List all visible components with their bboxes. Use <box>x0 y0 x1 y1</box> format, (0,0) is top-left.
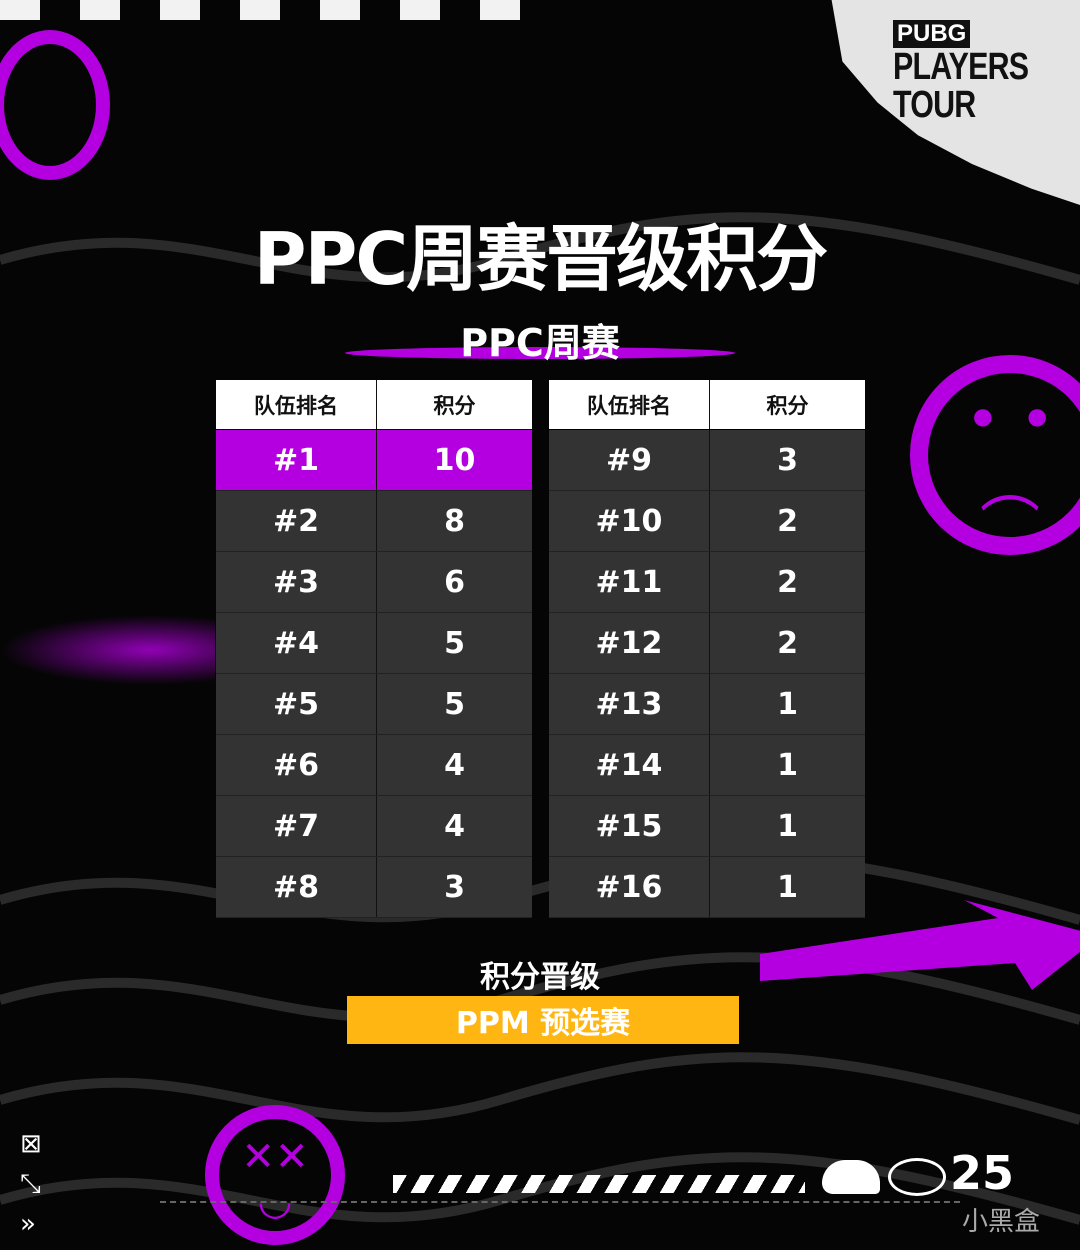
expand-icon: ⤡ <box>20 1169 41 1199</box>
page-title: PPC周赛晋级积分 <box>253 217 828 301</box>
points-cell: 2 <box>710 613 865 673</box>
points-cell: 5 <box>377 674 532 734</box>
globe-icon <box>888 1158 946 1196</box>
rank-cell: #2 <box>216 491 377 551</box>
rank-cell: #8 <box>216 857 377 917</box>
standings-table-left: 队伍排名 积分 #1 10 #2 8 #3 6 #4 5 #5 5 #6 4 #7 4 #8 3 <box>216 380 532 918</box>
rank-cell: #5 <box>216 674 377 734</box>
rank-cell: #3 <box>216 552 377 612</box>
hazard-stripes <box>393 1175 805 1193</box>
table-row: #4 5 <box>216 613 532 674</box>
rank-cell: #15 <box>549 796 710 856</box>
watermark: 小黑盒 <box>962 1207 1041 1237</box>
rank-cell: #9 <box>549 430 710 490</box>
box-x-icon: ⊠ <box>20 1129 42 1159</box>
table-row: #1 10 <box>216 430 532 491</box>
rank-cell: #7 <box>216 796 377 856</box>
rank-cell: #6 <box>216 735 377 795</box>
rank-cell: #10 <box>549 491 710 551</box>
corner-icons: ⊠ ⤡ » <box>20 1124 42 1244</box>
table-row: #10 2 <box>549 491 865 552</box>
header-points: 积分 <box>377 380 532 429</box>
points-cell: 1 <box>710 857 865 917</box>
rank-cell: #16 <box>549 857 710 917</box>
points-cell: 6 <box>377 552 532 612</box>
year-number: 25 <box>950 1146 1015 1200</box>
rank-cell: #4 <box>216 613 377 673</box>
checker-strip <box>0 0 550 20</box>
table-row: #7 4 <box>216 796 532 857</box>
header-rank: 队伍排名 <box>549 380 710 429</box>
dizzy-smile-graffiti-icon: ✕✕ ◡ <box>205 1105 345 1245</box>
table-row: #14 1 <box>549 735 865 796</box>
standings-table-right: 队伍排名 积分 #9 3 #10 2 #11 2 #12 2 #13 1 #14 1 #15 1 #16 1 <box>549 380 865 918</box>
rank-cell: #13 <box>549 674 710 734</box>
rank-cell: #12 <box>549 613 710 673</box>
table-row: #6 4 <box>216 735 532 796</box>
table-row: #16 1 <box>549 857 865 918</box>
table-row: #3 6 <box>216 552 532 613</box>
rank-cell: #1 <box>216 430 377 490</box>
points-cell: 1 <box>710 674 865 734</box>
subtitle: PPC周赛 <box>460 321 620 365</box>
table-row: #5 5 <box>216 674 532 735</box>
helmet-icon <box>822 1160 880 1194</box>
dashed-line <box>160 1201 960 1203</box>
pubg-players-tour-logo: PUBG PLAYERS TOUR <box>893 20 1062 124</box>
points-cell: 3 <box>710 430 865 490</box>
points-cell: 5 <box>377 613 532 673</box>
points-cell: 4 <box>377 796 532 856</box>
table-row: #15 1 <box>549 796 865 857</box>
table-row: #9 3 <box>549 430 865 491</box>
table-row: #12 2 <box>549 613 865 674</box>
table-header: 队伍排名 积分 <box>216 380 532 430</box>
points-cell: 3 <box>377 857 532 917</box>
header-rank: 队伍排名 <box>216 380 377 429</box>
promotion-target-badge: PPM 预选赛 <box>347 996 739 1044</box>
points-cell: 2 <box>710 552 865 612</box>
rank-cell: #11 <box>549 552 710 612</box>
logo-tour: TOUR <box>893 84 976 126</box>
table-header: 队伍排名 积分 <box>549 380 865 430</box>
logo-players: PLAYERS <box>893 46 1029 88</box>
promotion-label: 积分晋级 <box>480 960 600 995</box>
points-cell: 2 <box>710 491 865 551</box>
points-cell: 4 <box>377 735 532 795</box>
points-cell: 1 <box>710 735 865 795</box>
brush-stroke <box>345 347 735 359</box>
table-row: #2 8 <box>216 491 532 552</box>
table-row: #13 1 <box>549 674 865 735</box>
table-row: #11 2 <box>549 552 865 613</box>
rank-cell: #14 <box>549 735 710 795</box>
points-cell: 8 <box>377 491 532 551</box>
logo-pubg: PUBG <box>893 20 971 48</box>
points-cell: 1 <box>710 796 865 856</box>
spray-graffiti <box>0 615 215 685</box>
header-points: 积分 <box>710 380 865 429</box>
table-row: #8 3 <box>216 857 532 918</box>
double-chevron-icon: » <box>20 1209 36 1239</box>
points-cell: 10 <box>377 430 532 490</box>
